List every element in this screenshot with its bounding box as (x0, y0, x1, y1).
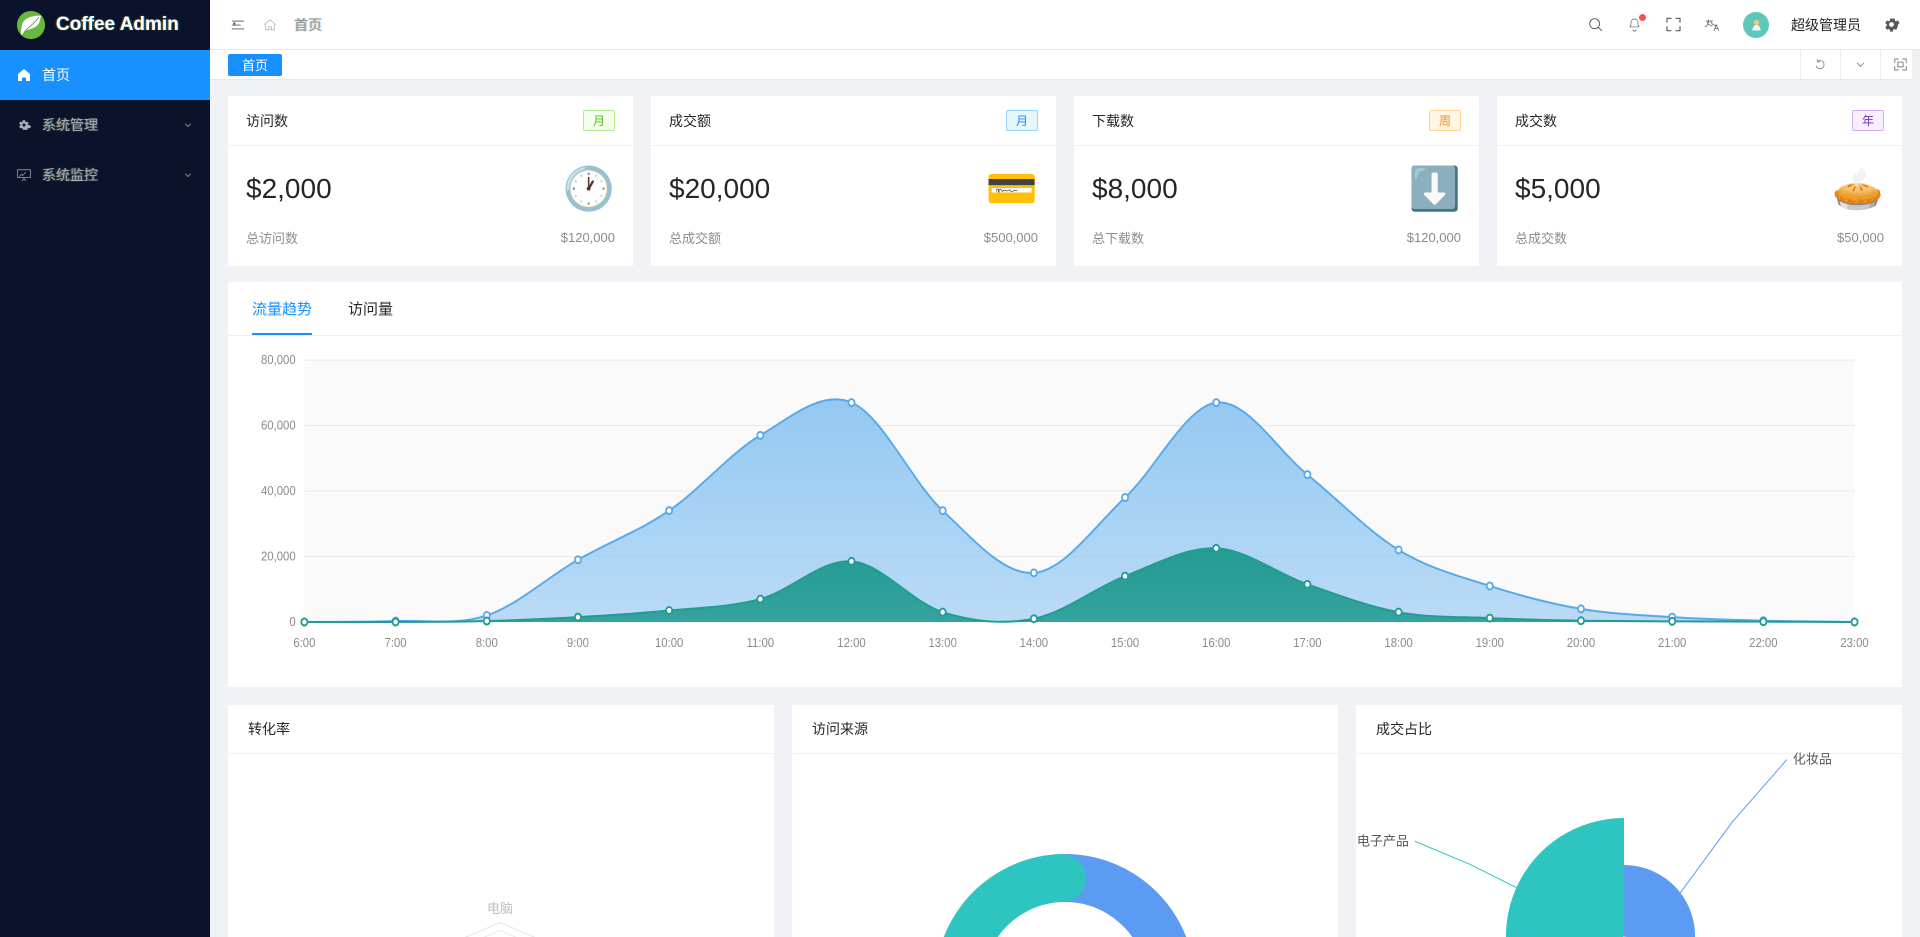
svg-text:19:00: 19:00 (1476, 635, 1505, 650)
svg-text:13:00: 13:00 (929, 635, 958, 650)
svg-text:15:00: 15:00 (1111, 635, 1140, 650)
svg-text:20,000: 20,000 (261, 549, 296, 564)
svg-text:7:00: 7:00 (385, 635, 407, 650)
svg-text:14:00: 14:00 (1020, 635, 1049, 650)
svg-text:11:00: 11:00 (747, 635, 775, 650)
svg-text:12:00: 12:00 (837, 635, 866, 650)
svg-text:23:00: 23:00 (1840, 635, 1869, 650)
svg-text:22:00: 22:00 (1749, 635, 1778, 650)
svg-text:0: 0 (289, 614, 296, 629)
svg-text:21:00: 21:00 (1658, 635, 1687, 650)
svg-text:17:00: 17:00 (1293, 635, 1322, 650)
svg-text:10:00: 10:00 (655, 635, 684, 650)
svg-text:电脑: 电脑 (487, 901, 513, 916)
svg-text:16:00: 16:00 (1202, 635, 1231, 650)
svg-text:60,000: 60,000 (261, 418, 296, 433)
svg-text:18:00: 18:00 (1384, 635, 1413, 650)
svg-text:9:00: 9:00 (567, 635, 589, 650)
svg-text:8:00: 8:00 (476, 635, 498, 650)
svg-text:6:00: 6:00 (293, 635, 315, 650)
svg-text:40,000: 40,000 (261, 483, 296, 498)
svg-text:20:00: 20:00 (1567, 635, 1596, 650)
svg-text:电子产品: 电子产品 (1357, 833, 1409, 848)
svg-text:化妆品: 化妆品 (1793, 752, 1832, 767)
svg-text:80,000: 80,000 (261, 352, 296, 367)
